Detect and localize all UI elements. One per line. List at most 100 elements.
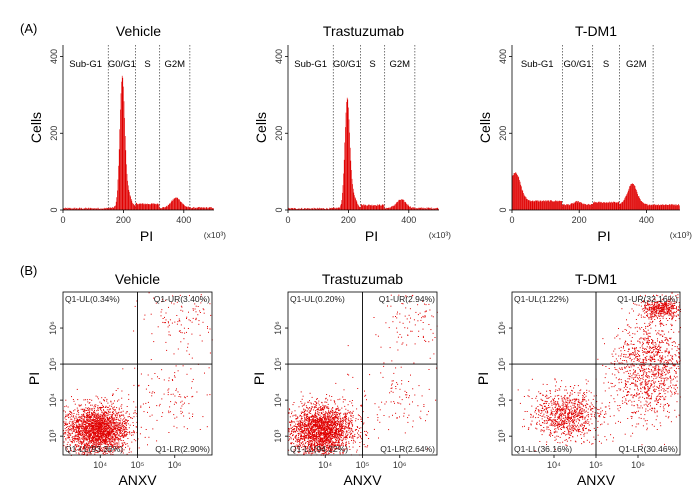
- scatter-point: [299, 445, 301, 447]
- scatter-point: [326, 450, 328, 452]
- scatter-point: [350, 415, 352, 417]
- scatter-point: [93, 432, 95, 434]
- scatter-point: [79, 432, 81, 434]
- histogram-bar: [642, 202, 644, 210]
- histogram-bar: [435, 208, 437, 210]
- scatter-point: [83, 420, 85, 422]
- scatter-point: [333, 447, 335, 449]
- histogram-bar: [396, 202, 398, 210]
- histogram-bar: [605, 202, 607, 210]
- scatter-point: [115, 428, 117, 430]
- scatter-point: [120, 418, 122, 420]
- histogram-bar: [166, 206, 168, 210]
- scatter-point: [342, 428, 344, 429]
- scatter-point: [88, 433, 90, 435]
- histogram-bar: [97, 207, 99, 210]
- scatter-point: [110, 439, 112, 441]
- scatter-point: [116, 423, 118, 425]
- histogram-bar: [155, 203, 156, 210]
- histogram-bar: [192, 207, 194, 210]
- scatter-point: [119, 435, 121, 437]
- histogram-bar: [212, 208, 214, 210]
- scatter-point: [115, 421, 117, 423]
- scatter-point: [317, 419, 319, 421]
- scatter-point: [118, 445, 120, 447]
- scatter-point: [105, 442, 107, 444]
- scatter-point: [88, 425, 89, 427]
- scatter-point: [322, 446, 324, 448]
- scatter-point: [77, 434, 78, 436]
- scatter-point: [320, 407, 322, 409]
- scatter-point: [336, 434, 338, 436]
- histogram-bar: [114, 206, 116, 210]
- scatter-point: [186, 316, 188, 318]
- scatter-point: [328, 439, 330, 441]
- scatter-point: [95, 414, 97, 416]
- scatter-point: [295, 415, 297, 417]
- scatter-point: [192, 416, 193, 417]
- scatter-point: [118, 441, 120, 443]
- histogram-bar: [140, 203, 142, 210]
- scatter-point: [109, 422, 111, 424]
- scatter-point: [88, 431, 90, 433]
- histogram-bar: [146, 204, 148, 210]
- scatter-point: [116, 415, 118, 417]
- scatter-point: [345, 431, 347, 433]
- scatter-point: [102, 449, 104, 451]
- scatter-point: [147, 401, 149, 403]
- scatter-point: [318, 429, 320, 431]
- scatter-point: [88, 428, 90, 430]
- scatter-point: [315, 417, 317, 419]
- scatter-point: [86, 427, 88, 429]
- scatter-point: [109, 418, 111, 419]
- scatter-point: [319, 416, 321, 418]
- scatter-point: [81, 425, 82, 427]
- scatter-point: [95, 443, 97, 445]
- scatter-point: [145, 402, 147, 404]
- scatter-point: [188, 311, 189, 313]
- scatter-point: [339, 426, 341, 428]
- scatter-point: [88, 420, 90, 422]
- scatter-point: [288, 412, 290, 414]
- scatter-point: [96, 432, 98, 434]
- scatter-point: [116, 437, 118, 439]
- scatter-point: [66, 448, 68, 450]
- scatter-point: [311, 406, 313, 408]
- scatter-point: [73, 413, 75, 414]
- scatter-point: [296, 428, 298, 430]
- scatter-point: [104, 451, 106, 453]
- scatter-point: [103, 432, 105, 434]
- scatter-point: [308, 431, 310, 433]
- scatter-point: [97, 398, 99, 400]
- histogram-bar: [603, 202, 605, 210]
- scatter-point: [98, 427, 100, 429]
- scatter-point: [320, 425, 322, 427]
- histogram-bar: [178, 198, 179, 210]
- scatter-point: [84, 428, 86, 430]
- scatter-point: [103, 405, 104, 407]
- scatter-point: [316, 413, 318, 415]
- scatter-point: [299, 414, 301, 416]
- scatter-point: [209, 352, 211, 354]
- scatter-point: [96, 416, 98, 417]
- scatter-point: [87, 417, 89, 419]
- scatter-point: [160, 311, 162, 313]
- histogram-bar: [339, 207, 340, 210]
- scatter-point: [85, 409, 87, 411]
- scatter-point: [103, 423, 105, 425]
- scatter-point: [126, 431, 127, 433]
- histogram-bar: [63, 208, 65, 210]
- scatter-point: [109, 433, 110, 435]
- histogram-bar: [337, 207, 339, 210]
- histogram-bar: [649, 204, 651, 210]
- scatter-point: [192, 378, 194, 380]
- scatter-point: [304, 438, 306, 440]
- histogram-bar: [85, 208, 87, 210]
- scatter-point: [71, 412, 73, 414]
- scatter-point: [84, 443, 86, 445]
- scatter-point: [78, 429, 80, 431]
- scatter-point: [319, 430, 321, 432]
- histogram-bar: [653, 204, 655, 210]
- histogram-bar: [531, 201, 533, 210]
- scatter-point: [313, 431, 315, 433]
